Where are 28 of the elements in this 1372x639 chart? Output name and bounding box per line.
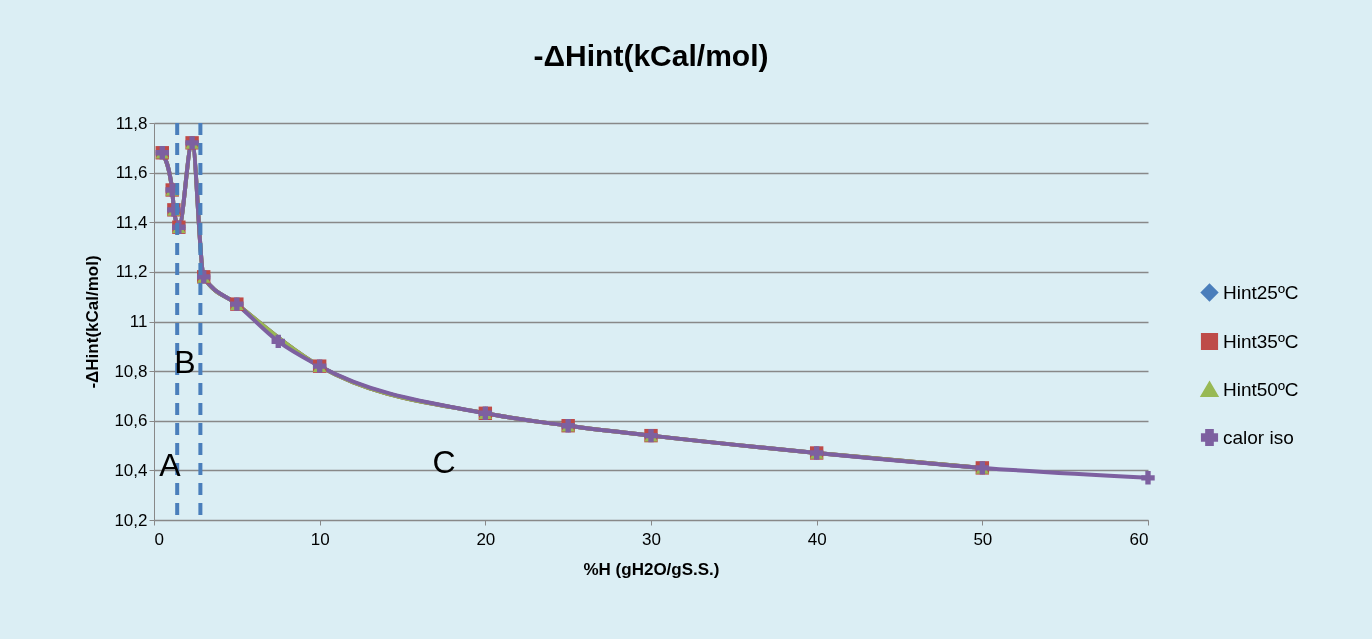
y-tick-label: 11,2 [115,262,148,282]
annotation: B [174,344,196,380]
y-tick-label: 10,4 [114,460,148,480]
legend-label: calor iso [1223,426,1294,448]
x-tick-label: 40 [807,529,827,549]
annotation: C [432,444,456,480]
y-tick-label: 11 [129,312,148,331]
annotation: A [159,447,182,483]
y-tick-label: 10,6 [114,411,148,431]
x-tick-label: 20 [476,529,496,549]
y-axis-title: -ΔHint(kCal/mol) [83,255,103,389]
legend-label: Hint50ºC [1223,378,1299,400]
chart-title: -ΔHint(kCal/mol) [533,39,769,72]
y-tick-label: 10,2 [114,510,148,530]
y-tick-label: 10,8 [114,361,148,381]
x-tick-label: 0 [154,529,164,549]
x-axis-title: %H (gH2O/gS.S.) [583,559,720,579]
x-tick-label: 50 [973,529,993,549]
y-tick-label: 11,4 [115,212,148,232]
legend-label: Hint35ºC [1223,330,1299,352]
legend-label: Hint25ºC [1223,281,1299,303]
x-tick-label: 10 [310,529,330,549]
x-tick-label: 60 [1129,529,1149,549]
y-tick-label: 11,6 [115,163,148,183]
point [271,334,285,349]
x-tick-label: 30 [642,529,661,549]
y-tick-label: 11,8 [115,113,148,133]
point [1141,471,1155,485]
